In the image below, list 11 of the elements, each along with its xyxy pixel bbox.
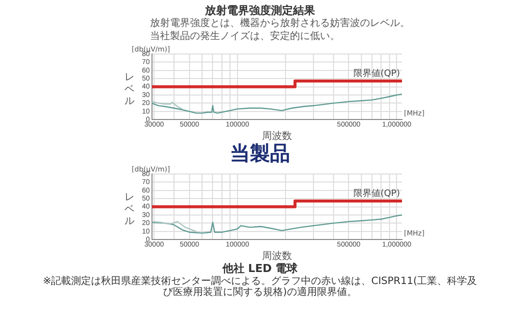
series-label: 限界値(QP)	[353, 68, 400, 79]
series-label: 限界値(QP)	[353, 188, 400, 199]
chart-subtitle: 放射電界強度とは、機器から放射される妨害波のレベル。当社製品の発生ノイズは、安定的に低い。	[150, 17, 411, 44]
text: ※記載測定は秋田県産業技術センター調べによる。グラフ中の赤い線は、CISPR11(工業、科学及び医療用装置に関する規格)の適用限界値。	[42, 276, 478, 298]
text: 当製品	[229, 141, 291, 165]
x-axis-title: 周波数	[262, 250, 292, 262]
text: 他社 LED 電球	[222, 262, 299, 276]
x-axis-title: 周波数	[262, 130, 292, 142]
y-axis-title: レベル	[124, 72, 135, 108]
y-axis-title: レベル	[124, 192, 135, 228]
chart-title: 放射電界強度測定結果	[204, 3, 316, 17]
